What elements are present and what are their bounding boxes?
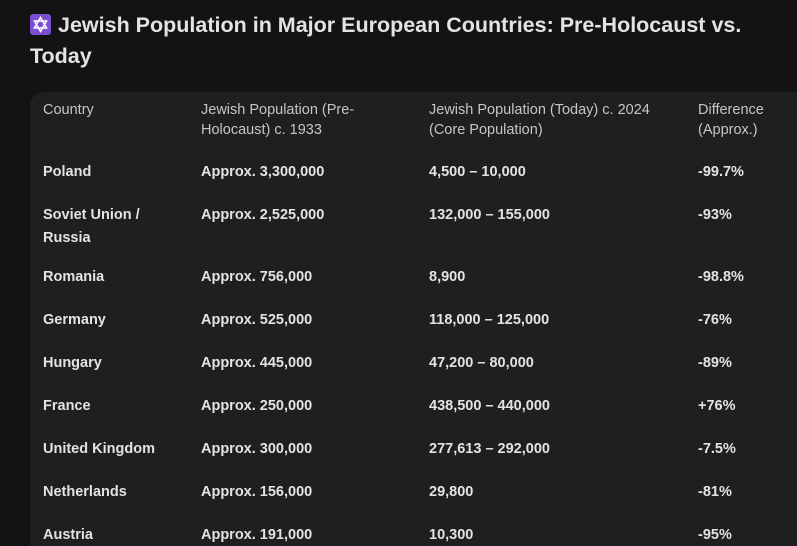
table-row: United Kingdom Approx. 300,000 277,613 –… xyxy=(30,428,797,471)
page-title: Jewish Population in Major European Coun… xyxy=(30,13,742,68)
header-today: Jewish Population (Today) c. 2024 (Core … xyxy=(429,102,650,138)
table-row: Romania Approx. 756,000 8,900 -98.8% xyxy=(30,256,797,299)
cell-country: Netherlands xyxy=(43,484,127,500)
table-row: Austria Approx. 191,000 10,300 -95% xyxy=(30,514,797,546)
table-row: Poland Approx. 3,300,000 4,500 – 10,000 … xyxy=(30,154,797,194)
page-title-block: Jewish Population in Major European Coun… xyxy=(30,10,790,72)
cell-difference: +76% xyxy=(698,398,736,414)
cell-pre-holocaust: Approx. 525,000 xyxy=(201,312,313,328)
cell-difference: -7.5% xyxy=(698,441,736,457)
table-row: Soviet Union / Russia Approx. 2,525,000 … xyxy=(30,194,797,256)
table-row: Netherlands Approx. 156,000 29,800 -81% xyxy=(30,471,797,514)
table-header-row: Country Jewish Population (Pre-Holocaust… xyxy=(30,92,797,154)
cell-difference: -81% xyxy=(698,484,732,500)
cell-pre-holocaust: Approx. 156,000 xyxy=(201,484,313,500)
cell-country: France xyxy=(43,398,91,414)
cell-country: United Kingdom xyxy=(43,441,155,457)
cell-country: Soviet Union / Russia xyxy=(43,207,140,246)
table-row: France Approx. 250,000 438,500 – 440,000… xyxy=(30,385,797,428)
cell-today: 8,900 xyxy=(429,269,466,285)
cell-today: 438,500 – 440,000 xyxy=(429,398,550,414)
header-country: Country xyxy=(43,102,94,118)
cell-today: 4,500 – 10,000 xyxy=(429,164,526,180)
cell-today: 29,800 xyxy=(429,484,474,500)
cell-difference: -98.8% xyxy=(698,269,744,285)
cell-pre-holocaust: Approx. 445,000 xyxy=(201,355,313,371)
cell-country: Hungary xyxy=(43,355,102,371)
table-row: Germany Approx. 525,000 118,000 – 125,00… xyxy=(30,299,797,342)
star-of-david-icon xyxy=(30,14,51,35)
cell-today: 47,200 – 80,000 xyxy=(429,355,534,371)
cell-difference: -99.7% xyxy=(698,164,744,180)
cell-pre-holocaust: Approx. 756,000 xyxy=(201,269,313,285)
population-table: Country Jewish Population (Pre-Holocaust… xyxy=(30,92,797,546)
cell-country: Poland xyxy=(43,164,92,180)
cell-pre-holocaust: Approx. 250,000 xyxy=(201,398,313,414)
cell-difference: -93% xyxy=(698,207,732,223)
table-row: Hungary Approx. 445,000 47,200 – 80,000 … xyxy=(30,342,797,385)
cell-today: 277,613 – 292,000 xyxy=(429,441,550,457)
cell-country: Austria xyxy=(43,527,93,543)
cell-difference: -76% xyxy=(698,312,732,328)
cell-pre-holocaust: Approx. 2,525,000 xyxy=(201,207,325,223)
cell-country: Romania xyxy=(43,269,105,285)
cell-pre-holocaust: Approx. 300,000 xyxy=(201,441,313,457)
cell-today: 10,300 xyxy=(429,527,474,543)
population-table-container: Country Jewish Population (Pre-Holocaust… xyxy=(30,92,797,546)
cell-pre-holocaust: Approx. 3,300,000 xyxy=(201,164,325,180)
header-difference: Difference (Approx.) xyxy=(698,102,764,138)
cell-difference: -89% xyxy=(698,355,732,371)
cell-pre-holocaust: Approx. 191,000 xyxy=(201,527,313,543)
cell-country: Germany xyxy=(43,312,106,328)
cell-today: 132,000 – 155,000 xyxy=(429,207,550,223)
header-pre-holocaust: Jewish Population (Pre-Holocaust) c. 193… xyxy=(201,102,355,138)
cell-today: 118,000 – 125,000 xyxy=(429,312,550,328)
cell-difference: -95% xyxy=(698,527,732,543)
